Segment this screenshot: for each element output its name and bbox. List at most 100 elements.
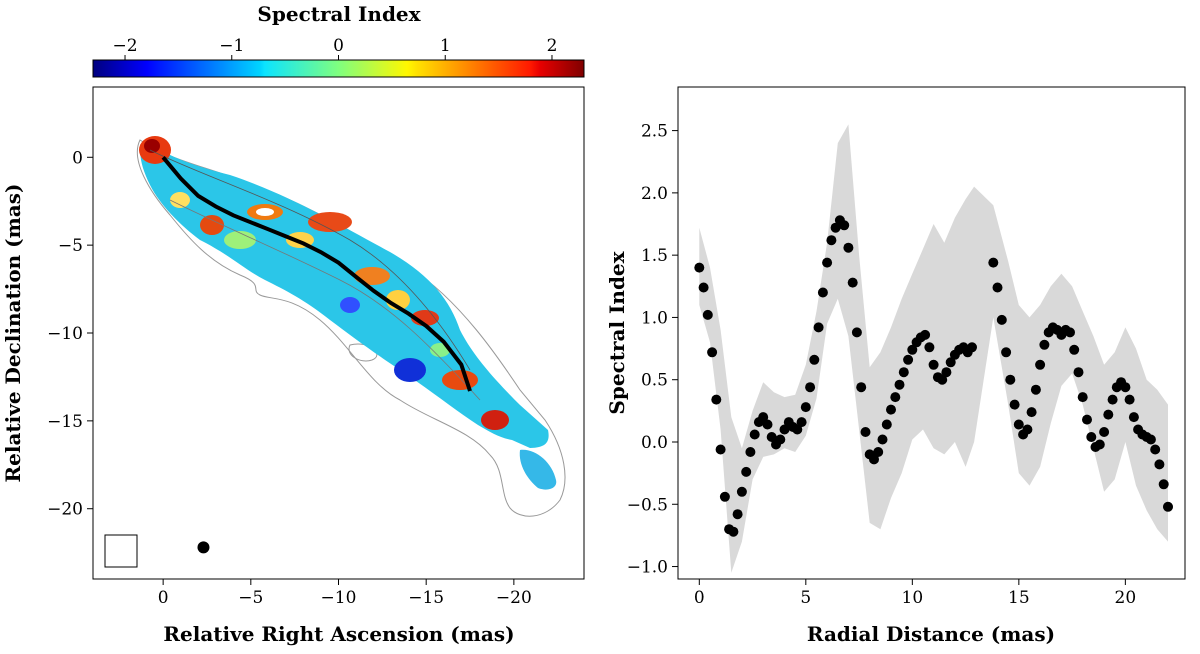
left-ytick-label: −15 [47, 412, 83, 432]
right-xlabel: Radial Distance (mas) [807, 622, 1055, 646]
data-point [805, 382, 816, 393]
colorbar-tick-label: −2 [112, 36, 137, 56]
data-point [719, 491, 730, 502]
left-ytick-label: −20 [47, 500, 83, 520]
right-axes-frame [677, 86, 1186, 580]
data-point [745, 447, 756, 457]
data-point [800, 402, 811, 413]
right-ytick-label: 0.0 [641, 433, 668, 453]
data-point [839, 220, 850, 231]
data-point [1107, 394, 1118, 405]
data-point [736, 486, 747, 497]
data-point [1022, 424, 1033, 435]
left-ytick-label: 0 [72, 148, 83, 168]
data-point [715, 444, 726, 455]
right-ytick-label: −0.5 [627, 495, 668, 515]
data-point [894, 379, 905, 390]
data-point [898, 367, 909, 378]
right-ytick-label: −1.0 [627, 558, 668, 578]
data-point [967, 342, 977, 353]
data-point [886, 404, 896, 415]
data-point [1086, 432, 1097, 442]
data-point [920, 329, 931, 340]
data-point [796, 417, 807, 428]
data-point [766, 432, 777, 442]
data-point [1030, 384, 1041, 395]
colorbar-tick-label: 2 [547, 36, 558, 56]
data-point [996, 314, 1007, 325]
data-point [869, 454, 879, 465]
colorbar-title: Spectral Index [257, 2, 421, 26]
right-ytick-label: 0.5 [641, 371, 668, 391]
data-point [758, 412, 769, 423]
colorbar-tick-label: 1 [440, 36, 451, 56]
data-point [890, 392, 901, 403]
left-axis-ticks: 0 −5 −10 −15 −20 0 −5 −10 −15 −20 [47, 148, 532, 608]
data-point [988, 257, 999, 268]
right-ylabel: Spectral Index [605, 250, 629, 414]
data-point [826, 235, 837, 246]
data-point [881, 419, 892, 430]
beam-box [104, 534, 138, 568]
data-point [992, 282, 1003, 293]
left-xtick-label: −5 [238, 588, 263, 608]
data-point [792, 424, 803, 435]
data-point [1082, 414, 1092, 425]
left-xtick-label: −10 [321, 588, 357, 608]
data-point [1077, 392, 1088, 403]
data-point [1103, 409, 1114, 420]
data-point [941, 367, 952, 378]
data-point [711, 394, 722, 405]
data-point [813, 322, 824, 333]
data-point [817, 287, 828, 298]
data-point [1065, 327, 1075, 338]
data-point [843, 242, 854, 253]
data-point [1069, 344, 1080, 355]
data-point [924, 342, 935, 353]
data-point [779, 424, 790, 435]
data-point [847, 277, 858, 288]
data-point [907, 344, 918, 355]
right-ytick-label: 1.5 [641, 246, 668, 266]
data-point [1150, 444, 1161, 455]
data-point [694, 262, 705, 273]
right-xtick-label: 20 [1115, 588, 1137, 608]
data-point [928, 359, 939, 370]
left-panel: Spectral Index −2 −1 0 1 2 [1, 2, 585, 646]
data-point [877, 434, 888, 445]
right-ytick-label: 2.5 [641, 122, 668, 142]
data-point [873, 447, 884, 457]
data-point [1145, 434, 1156, 445]
left-xlabel: Relative Right Ascension (mas) [163, 622, 514, 646]
ridge-line [161, 156, 472, 392]
data-point [860, 427, 871, 437]
right-xtick-label: 5 [800, 588, 811, 608]
jet-map-image [136, 136, 566, 517]
data-point [1163, 501, 1173, 512]
data-point [1094, 439, 1105, 450]
beam-marker [197, 541, 210, 554]
data-point [1073, 367, 1084, 378]
data-point [1154, 459, 1165, 470]
right-ytick-label: 2.0 [641, 184, 668, 204]
data-point [851, 327, 862, 338]
data-point [1128, 412, 1139, 423]
left-ytick-label: −5 [58, 236, 83, 256]
data-point [809, 354, 820, 365]
data-point [830, 222, 841, 233]
left-ylabel: Relative Declination (mas) [1, 184, 25, 483]
data-point [702, 309, 713, 320]
left-xtick-label: −15 [408, 588, 444, 608]
right-xtick-label: 10 [902, 588, 924, 608]
data-point [1005, 374, 1016, 385]
colorbar-tick-label: −1 [219, 36, 244, 56]
right-xtick-label: 15 [1008, 588, 1030, 608]
data-point [1039, 339, 1050, 350]
right-ytick-label: 1.0 [641, 308, 668, 328]
colorbar-tick-label: 0 [333, 36, 344, 56]
data-point [732, 509, 743, 520]
right-axis-ticks: 0 5 10 15 20 −1.0 −0.5 0.0 0.5 1.0 1.5 2.0 2.5 [627, 122, 1136, 608]
right-xtick-label: 0 [694, 588, 705, 608]
data-point [945, 357, 956, 368]
data-point [1158, 479, 1169, 490]
